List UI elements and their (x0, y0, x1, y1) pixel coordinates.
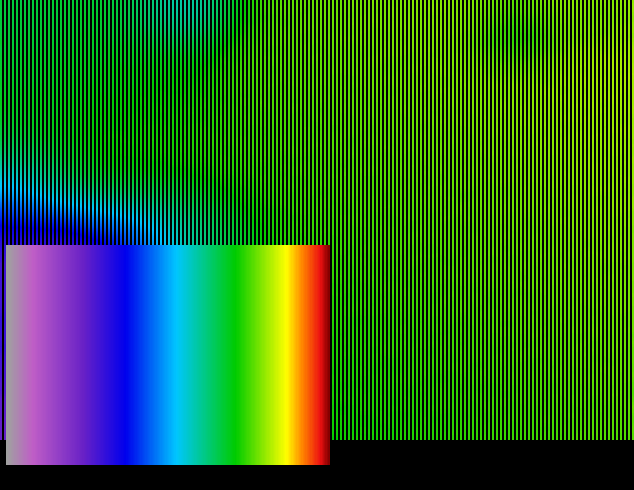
Text: Temperature (2m) [°C] ECMWF: Temperature (2m) [°C] ECMWF (3, 442, 195, 456)
Text: Sa 01-06-2024 12:00 UTC (06+06): Sa 01-06-2024 12:00 UTC (06+06) (410, 442, 631, 456)
